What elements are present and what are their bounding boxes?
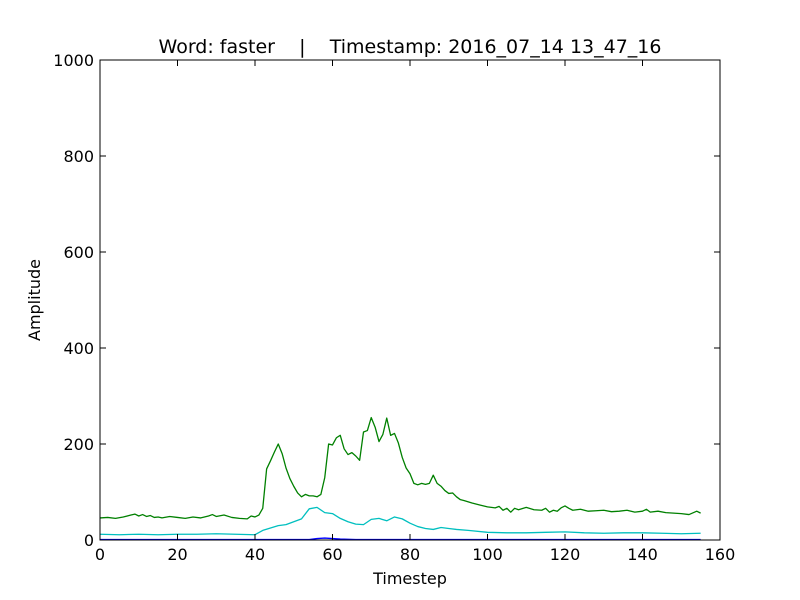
x-tick-label: 120 xyxy=(550,545,581,564)
plot-frame xyxy=(99,59,721,541)
plot-area xyxy=(100,60,720,540)
series-line-1 xyxy=(99,416,701,520)
x-tick-label: 60 xyxy=(322,545,342,564)
y-tick-label: 200 xyxy=(63,435,94,454)
y-tick-label: 400 xyxy=(63,339,94,358)
x-tick-label: 40 xyxy=(245,545,265,564)
x-tick-label: 160 xyxy=(705,545,736,564)
y-tick-label: 800 xyxy=(63,147,94,166)
y-axis-label: Amplitude xyxy=(25,259,44,341)
y-tick-label: 1000 xyxy=(53,51,94,70)
series-line-2 xyxy=(99,506,701,536)
x-axis-label: Timestep xyxy=(372,569,447,588)
y-tick-label: 600 xyxy=(63,243,94,262)
x-tick-label: 20 xyxy=(167,545,187,564)
x-tick-label: 0 xyxy=(95,545,105,564)
tick-layer: 0 20 40 60 80 100 120 140 160 0 200 400 600 800 1000 xyxy=(53,51,735,564)
x-tick-label: 100 xyxy=(472,545,503,564)
y-tick-label: 0 xyxy=(84,531,94,550)
chart-title: Word: faster | Timestamp: 2016_07_14 13_… xyxy=(159,36,662,58)
x-tick-label: 140 xyxy=(627,545,658,564)
x-tick-label: 80 xyxy=(400,545,420,564)
